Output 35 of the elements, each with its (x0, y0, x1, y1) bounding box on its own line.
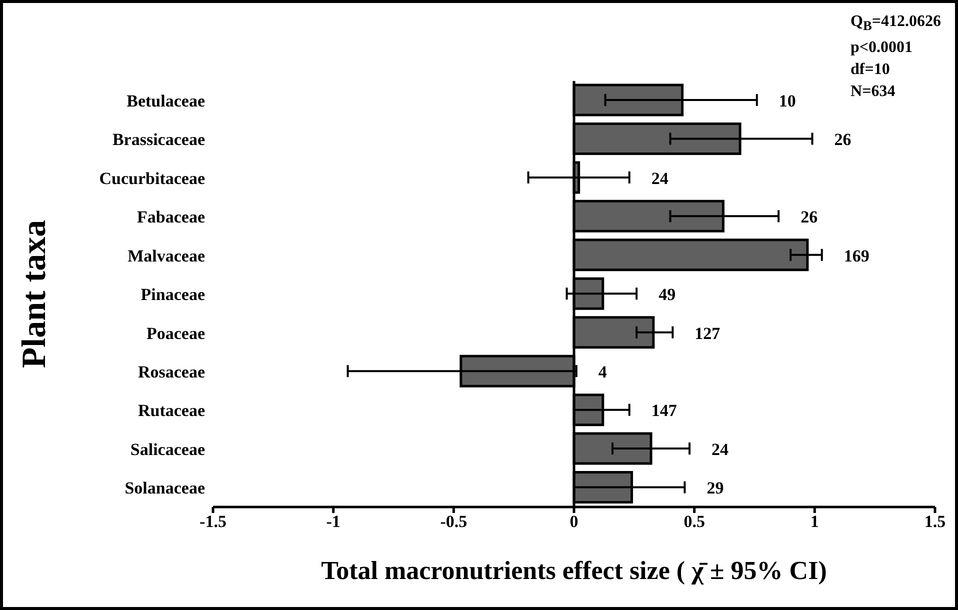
y-axis-title: Plant taxa (16, 220, 54, 368)
y-tick-label: Fabaceae (137, 208, 206, 227)
annotation: 10 (778, 91, 796, 110)
annotation: 24 (651, 168, 669, 188)
annotation: 4 (598, 362, 608, 382)
annotation: N=634 (850, 82, 896, 102)
y-tick-label: Betulaceae (126, 91, 206, 110)
annotation: 169 (844, 246, 870, 266)
annotation: 26 (800, 208, 818, 227)
y-tick-label: Salicaceae (130, 440, 206, 459)
annotation: 147 (651, 401, 678, 420)
y-tick-label: Malvaceae (128, 246, 206, 266)
x-tick-label: 1 (810, 512, 819, 532)
annotation: 24 (712, 440, 730, 459)
annotation: 29 (706, 478, 724, 498)
x-tick-label: 0 (570, 512, 578, 532)
annotation: 127 (694, 324, 721, 343)
annotation: 26 (834, 130, 852, 150)
y-tick-label: Poaceae (146, 324, 206, 343)
annotation: 49 (658, 285, 676, 304)
y-tick-label: Solanaceae (124, 478, 206, 498)
x-tick-label: -1 (326, 512, 340, 532)
text: df=10 (850, 60, 891, 80)
x-tick-label: 1.5 (924, 512, 946, 532)
x-tick-label: -1.5 (200, 512, 226, 532)
x-axis-title: Total macronutrients effect size ( χ̄ ± 95% CI) (321, 556, 827, 585)
y-tick-label: Rosaceae (138, 362, 206, 382)
y-tick-label: Brassicaceae (112, 130, 206, 150)
y-tick-label: Rutaceae (138, 401, 206, 420)
text: p<0.0001 (850, 38, 914, 58)
y-tick-label: Pinaceae (140, 285, 206, 304)
y-tick-label: Cucurbitaceae (99, 168, 206, 188)
text: Q$_{B}$=412.0626 (850, 12, 941, 36)
x-tick-label: -0.5 (440, 512, 468, 532)
x-tick-label: 0.5 (684, 512, 705, 532)
